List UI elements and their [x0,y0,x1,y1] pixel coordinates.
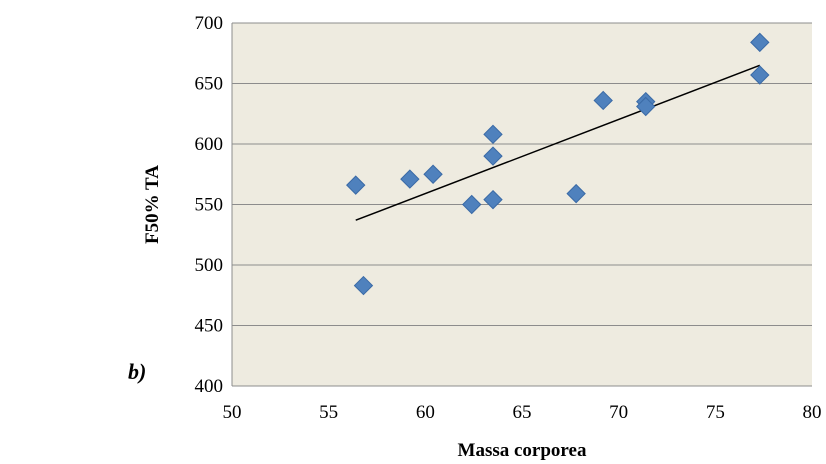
y-tick-label: 450 [195,316,224,337]
data-point [593,90,613,111]
x-tick-label: 80 [803,402,822,423]
y-tick-label: 700 [195,13,224,34]
x-tick-label: 65 [513,402,532,423]
data-point [353,275,374,296]
data-point [483,146,503,166]
x-axis-title: Massa corporea [458,440,587,461]
x-tick-label: 55 [319,402,338,423]
y-tick-label: 650 [195,74,224,95]
x-tick-label: 70 [609,402,628,423]
trendline [355,64,761,221]
data-point [750,65,770,85]
data-point [750,32,770,53]
trendline-group [355,64,761,221]
gridlines [232,22,812,326]
data-point [483,124,503,145]
data-point [483,189,503,210]
data-point [566,183,586,204]
y-tick-label: 500 [195,255,224,276]
x-tick-label: 50 [223,402,242,423]
x-tick-label: 75 [706,402,725,423]
data-point [462,194,482,215]
data-points [346,32,770,296]
y-tick-label: 600 [195,134,224,155]
y-tick-label: 550 [195,195,224,216]
panel-label: b) [128,359,147,384]
x-tick-label: 60 [416,402,435,423]
data-point [636,96,656,117]
data-point [423,164,443,184]
y-axis-title: F50% TA [142,165,163,244]
y-tick-label: 400 [195,376,224,397]
data-point [400,169,420,189]
data-point [346,175,366,195]
tick-labels: 50 55 60 65 70 75 80 400 450 500 550 600 650 700 [195,13,822,423]
